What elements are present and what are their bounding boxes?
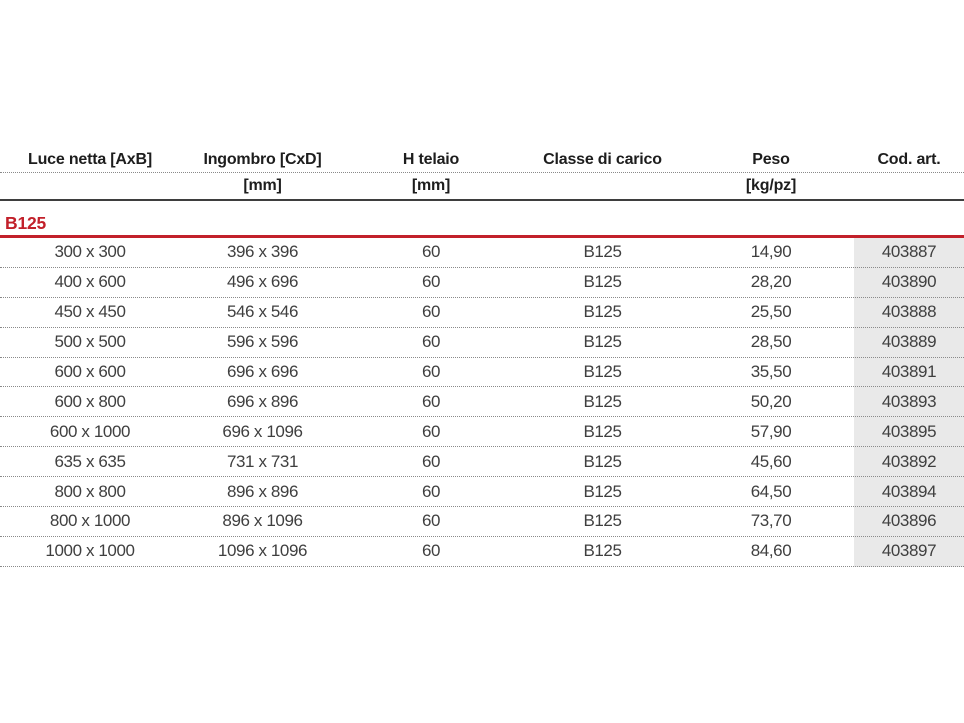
cell-luce-netta: 1000 x 1000	[45, 541, 135, 561]
column-header-ingombro: Ingombro [CxD]	[203, 151, 322, 168]
cell-ingombro: 546 x 546	[226, 302, 299, 322]
cell-ingombro: 1096 x 1096	[217, 541, 308, 561]
cell-cod-art: 403894	[881, 481, 937, 501]
cell-classe-di-carico: B125	[583, 481, 622, 501]
section-header-b125: B125	[0, 211, 964, 238]
cell-peso: 50,20	[750, 391, 792, 411]
cell-luce-netta: 800 x 800	[54, 481, 126, 501]
cell-luce-netta: 400 x 600	[54, 272, 126, 292]
table-row: 600 x 600 696 x 696 60 B125 35,50 403891	[0, 358, 964, 388]
cell-ingombro: 496 x 696	[226, 272, 299, 292]
cell-peso: 35,50	[750, 362, 792, 381]
table-row: 1000 x 1000 1096 x 1096 60 B125 84,60 40…	[0, 537, 964, 567]
cell-luce-netta: 500 x 500	[54, 332, 126, 352]
cell-h-telaio: 60	[421, 511, 441, 531]
cell-ingombro: 696 x 1096	[222, 421, 303, 441]
column-header-cod-art: Cod. art.	[877, 151, 941, 168]
cell-h-telaio: 60	[421, 481, 441, 501]
cell-h-telaio: 60	[421, 391, 441, 411]
table-row: 600 x 800 696 x 896 60 B125 50,20 403893	[0, 387, 964, 418]
cell-h-telaio: 60	[421, 302, 441, 322]
cell-peso: 28,20	[750, 272, 792, 292]
spec-table: Luce netta [AxB] Ingombro [CxD] H telaio…	[0, 148, 964, 567]
cell-classe-di-carico: B125	[583, 451, 622, 471]
cell-classe-di-carico: B125	[583, 332, 622, 352]
cell-h-telaio: 60	[421, 421, 441, 441]
cell-classe-di-carico: B125	[583, 391, 622, 411]
cod-art-column-highlight	[854, 238, 964, 567]
cell-ingombro: 696 x 896	[226, 391, 299, 411]
cell-cod-art: 403891	[881, 362, 937, 381]
cell-peso: 57,90	[750, 421, 792, 441]
cell-h-telaio: 60	[421, 272, 441, 292]
column-header-classe-di-carico: Classe di carico	[543, 151, 662, 168]
cell-cod-art: 403890	[881, 272, 937, 292]
cell-cod-art: 403887	[881, 242, 937, 262]
cell-peso: 73,70	[750, 511, 792, 531]
column-unit-h-telaio: [mm]	[411, 177, 451, 194]
column-unit-peso: [kg/pz]	[745, 177, 797, 194]
cell-peso: 64,50	[750, 481, 792, 501]
column-header-peso: Peso	[752, 151, 790, 168]
table-row: 500 x 500 596 x 596 60 B125 28,50 403889	[0, 328, 964, 358]
cell-luce-netta: 600 x 800	[54, 391, 126, 411]
cell-luce-netta: 450 x 450	[54, 302, 126, 322]
cell-peso: 14,90	[750, 242, 792, 262]
table-row: 450 x 450 546 x 546 60 B125 25,50 403888	[0, 298, 964, 328]
cell-ingombro: 731 x 731	[226, 451, 299, 471]
cell-cod-art: 403889	[881, 332, 937, 352]
table-header-row: Luce netta [AxB] Ingombro [CxD] H telaio…	[0, 148, 964, 173]
cell-classe-di-carico: B125	[583, 242, 622, 262]
column-unit-ingombro: [mm]	[243, 177, 282, 194]
cell-peso: 28,50	[750, 332, 792, 352]
table-row: 400 x 600 496 x 696 60 B125 28,20 403890	[0, 268, 964, 298]
cell-h-telaio: 60	[421, 242, 441, 262]
cell-h-telaio: 60	[421, 451, 441, 471]
table-units-row: [mm] [mm] [kg/pz]	[0, 173, 964, 201]
table-row: 600 x 1000 696 x 1096 60 B125 57,90 4038…	[0, 417, 964, 448]
cell-classe-di-carico: B125	[583, 362, 622, 381]
column-header-h-telaio: H telaio	[402, 151, 460, 168]
cell-cod-art: 403896	[881, 511, 937, 531]
cell-cod-art: 403897	[881, 541, 937, 561]
cell-ingombro: 596 x 596	[226, 332, 299, 352]
cell-h-telaio: 60	[421, 541, 441, 561]
cell-classe-di-carico: B125	[583, 511, 622, 531]
cell-h-telaio: 60	[421, 362, 441, 381]
table-body: 300 x 300 396 x 396 60 B125 14,90 403887…	[0, 238, 964, 567]
cell-peso: 84,60	[750, 541, 792, 561]
cell-h-telaio: 60	[421, 332, 441, 352]
cell-classe-di-carico: B125	[583, 541, 622, 561]
section-label: B125	[5, 212, 47, 233]
cell-ingombro: 896 x 1096	[222, 511, 303, 531]
cell-luce-netta: 635 x 635	[54, 451, 126, 471]
cell-classe-di-carico: B125	[583, 272, 622, 292]
cell-cod-art: 403893	[881, 391, 937, 411]
cell-classe-di-carico: B125	[583, 302, 622, 322]
cell-cod-art: 403888	[881, 302, 937, 322]
cell-luce-netta: 800 x 1000	[49, 511, 131, 531]
cell-classe-di-carico: B125	[583, 421, 622, 441]
table-row: 800 x 800 896 x 896 60 B125 64,50 403894	[0, 477, 964, 508]
cell-ingombro: 896 x 896	[226, 481, 299, 501]
table-row: 635 x 635 731 x 731 60 B125 45,60 403892	[0, 447, 964, 478]
table-row: 800 x 1000 896 x 1096 60 B125 73,70 4038…	[0, 507, 964, 537]
column-header-luce-netta: Luce netta [AxB]	[28, 151, 152, 168]
cell-luce-netta: 300 x 300	[54, 242, 126, 262]
table-row: 300 x 300 396 x 396 60 B125 14,90 403887	[0, 238, 964, 268]
cell-peso: 25,50	[750, 302, 792, 322]
cell-ingombro: 396 x 396	[226, 242, 299, 262]
cell-luce-netta: 600 x 1000	[49, 421, 131, 441]
cell-peso: 45,60	[750, 451, 792, 471]
cell-luce-netta: 600 x 600	[54, 362, 126, 381]
cell-cod-art: 403892	[881, 451, 937, 471]
cell-ingombro: 696 x 696	[226, 362, 299, 381]
cell-cod-art: 403895	[881, 421, 937, 441]
